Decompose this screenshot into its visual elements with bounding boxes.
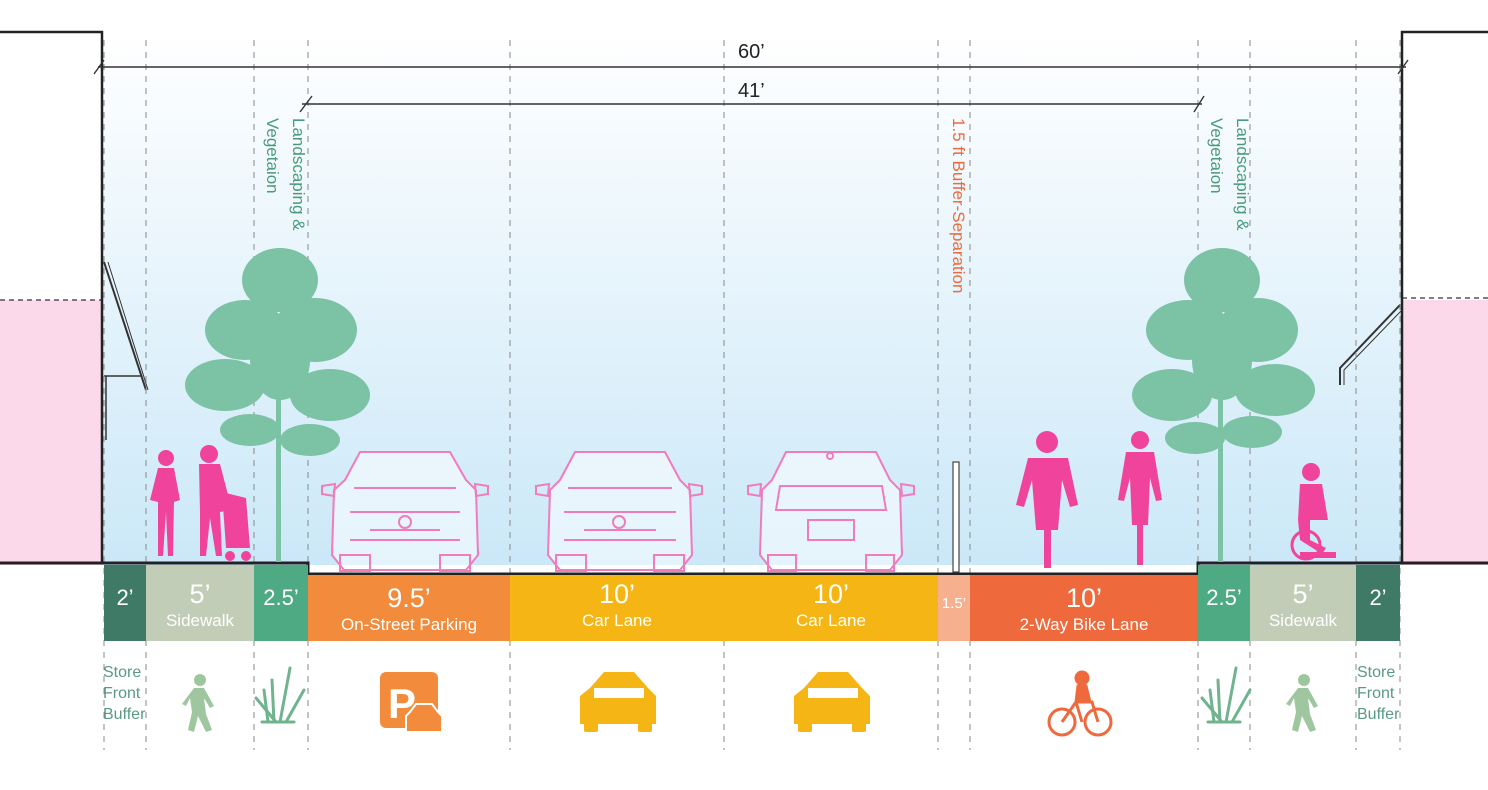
segment-bike-lane: 10’ 2-Way Bike Lane	[970, 575, 1198, 641]
dimension-total-label: 60’	[738, 41, 765, 63]
store-front-buffer-left-line2: Front	[103, 685, 141, 702]
landscaping-label-right-line1: Landscaping &	[1233, 118, 1252, 231]
segment-width: 5’	[189, 579, 211, 609]
segment-name: Sidewalk	[1268, 611, 1338, 630]
ground-line	[0, 561, 1488, 576]
store-front-buffer-right-line2: Front	[1357, 685, 1395, 702]
car-lane-2-car-rear	[747, 451, 915, 572]
segment-width: 10’	[1065, 583, 1103, 613]
segment-sidewalk-left: 5’ Sidewalk	[146, 565, 254, 641]
segment-width: 10’	[598, 579, 636, 609]
store-front-buffer-right-line1: Store	[1357, 664, 1396, 681]
store-front-buffer-left-line1: Store	[103, 664, 142, 681]
segment-landscape-right: 2.5’	[1198, 565, 1250, 641]
store-front-buffer-right-line3: Buffer	[1357, 706, 1400, 723]
segment-name: Car Lane	[582, 611, 652, 630]
parked-car	[321, 451, 489, 572]
cyclist-icon	[1047, 670, 1113, 737]
segment-name: 2-Way Bike Lane	[1019, 615, 1149, 634]
segment-width: 2.5’	[1206, 585, 1242, 610]
segment-width: 1.5’	[941, 595, 967, 612]
pedestrian-woman	[150, 450, 180, 556]
grass-icon-right	[1200, 666, 1252, 724]
buffer-bollard	[952, 461, 960, 573]
segment-name: Car Lane	[796, 611, 866, 630]
pedestrian-icon	[182, 674, 214, 732]
buffer-separation-label: 1.5 ft Buffer-Separation	[949, 118, 968, 294]
cyclist-rear	[1118, 431, 1162, 565]
segment-width: 2’	[116, 585, 134, 610]
sky-background	[102, 30, 1402, 565]
parking-icon: P	[380, 672, 443, 733]
segment-storefront-left: 2’	[104, 565, 146, 641]
segment-buffer: 1.5’	[938, 575, 970, 641]
store-front-buffer-left-line3: Buffer	[103, 706, 146, 723]
segment-name: On-Street Parking	[340, 615, 478, 634]
building-right	[1339, 30, 1488, 565]
store-front-buffer-right: Store Front Buffer	[1357, 662, 1399, 725]
landscaping-label-left-line2: Vegetaion	[263, 118, 282, 194]
tree-right	[1132, 248, 1315, 562]
segment-width: 10’	[812, 579, 850, 609]
cyclist-front	[1016, 431, 1078, 568]
pedestrian-icon-right	[1286, 674, 1318, 732]
landscaping-label-right-line2: Vegetaion	[1207, 118, 1226, 194]
dimension-curb-label: 41’	[738, 80, 765, 102]
segment-sidewalk-right: 5’ Sidewalk	[1250, 565, 1356, 641]
segment-width: 9.5’	[387, 583, 431, 613]
segment-parking: 9.5’ On-Street Parking	[308, 575, 510, 641]
segment-name: Sidewalk	[165, 611, 235, 630]
segment-storefront-right: 2’	[1356, 565, 1400, 641]
grass-icon	[254, 666, 306, 724]
pedestrian-with-stroller	[199, 445, 251, 561]
tree-left	[185, 248, 370, 562]
car-icon	[580, 672, 656, 732]
car-lane-1-car	[535, 451, 703, 572]
store-front-buffer-left: Store Front Buffer	[103, 662, 145, 725]
segment-width: 2.5’	[263, 585, 299, 610]
building-left	[0, 30, 149, 565]
segment-car-lane-2: 10’ Car Lane	[724, 575, 938, 641]
wheelchair-user	[1290, 463, 1336, 561]
dimension-41	[299, 95, 1205, 113]
segment-width: 5’	[1292, 579, 1314, 609]
car-icon-2	[794, 672, 870, 732]
dimension-60	[93, 59, 1409, 75]
segment-landscape-left: 2.5’	[254, 565, 308, 641]
segment-width: 2’	[1369, 585, 1387, 610]
landscaping-label-left-line1: Landscaping &	[289, 118, 308, 231]
segment-car-lane-1: 10’ Car Lane	[510, 575, 724, 641]
